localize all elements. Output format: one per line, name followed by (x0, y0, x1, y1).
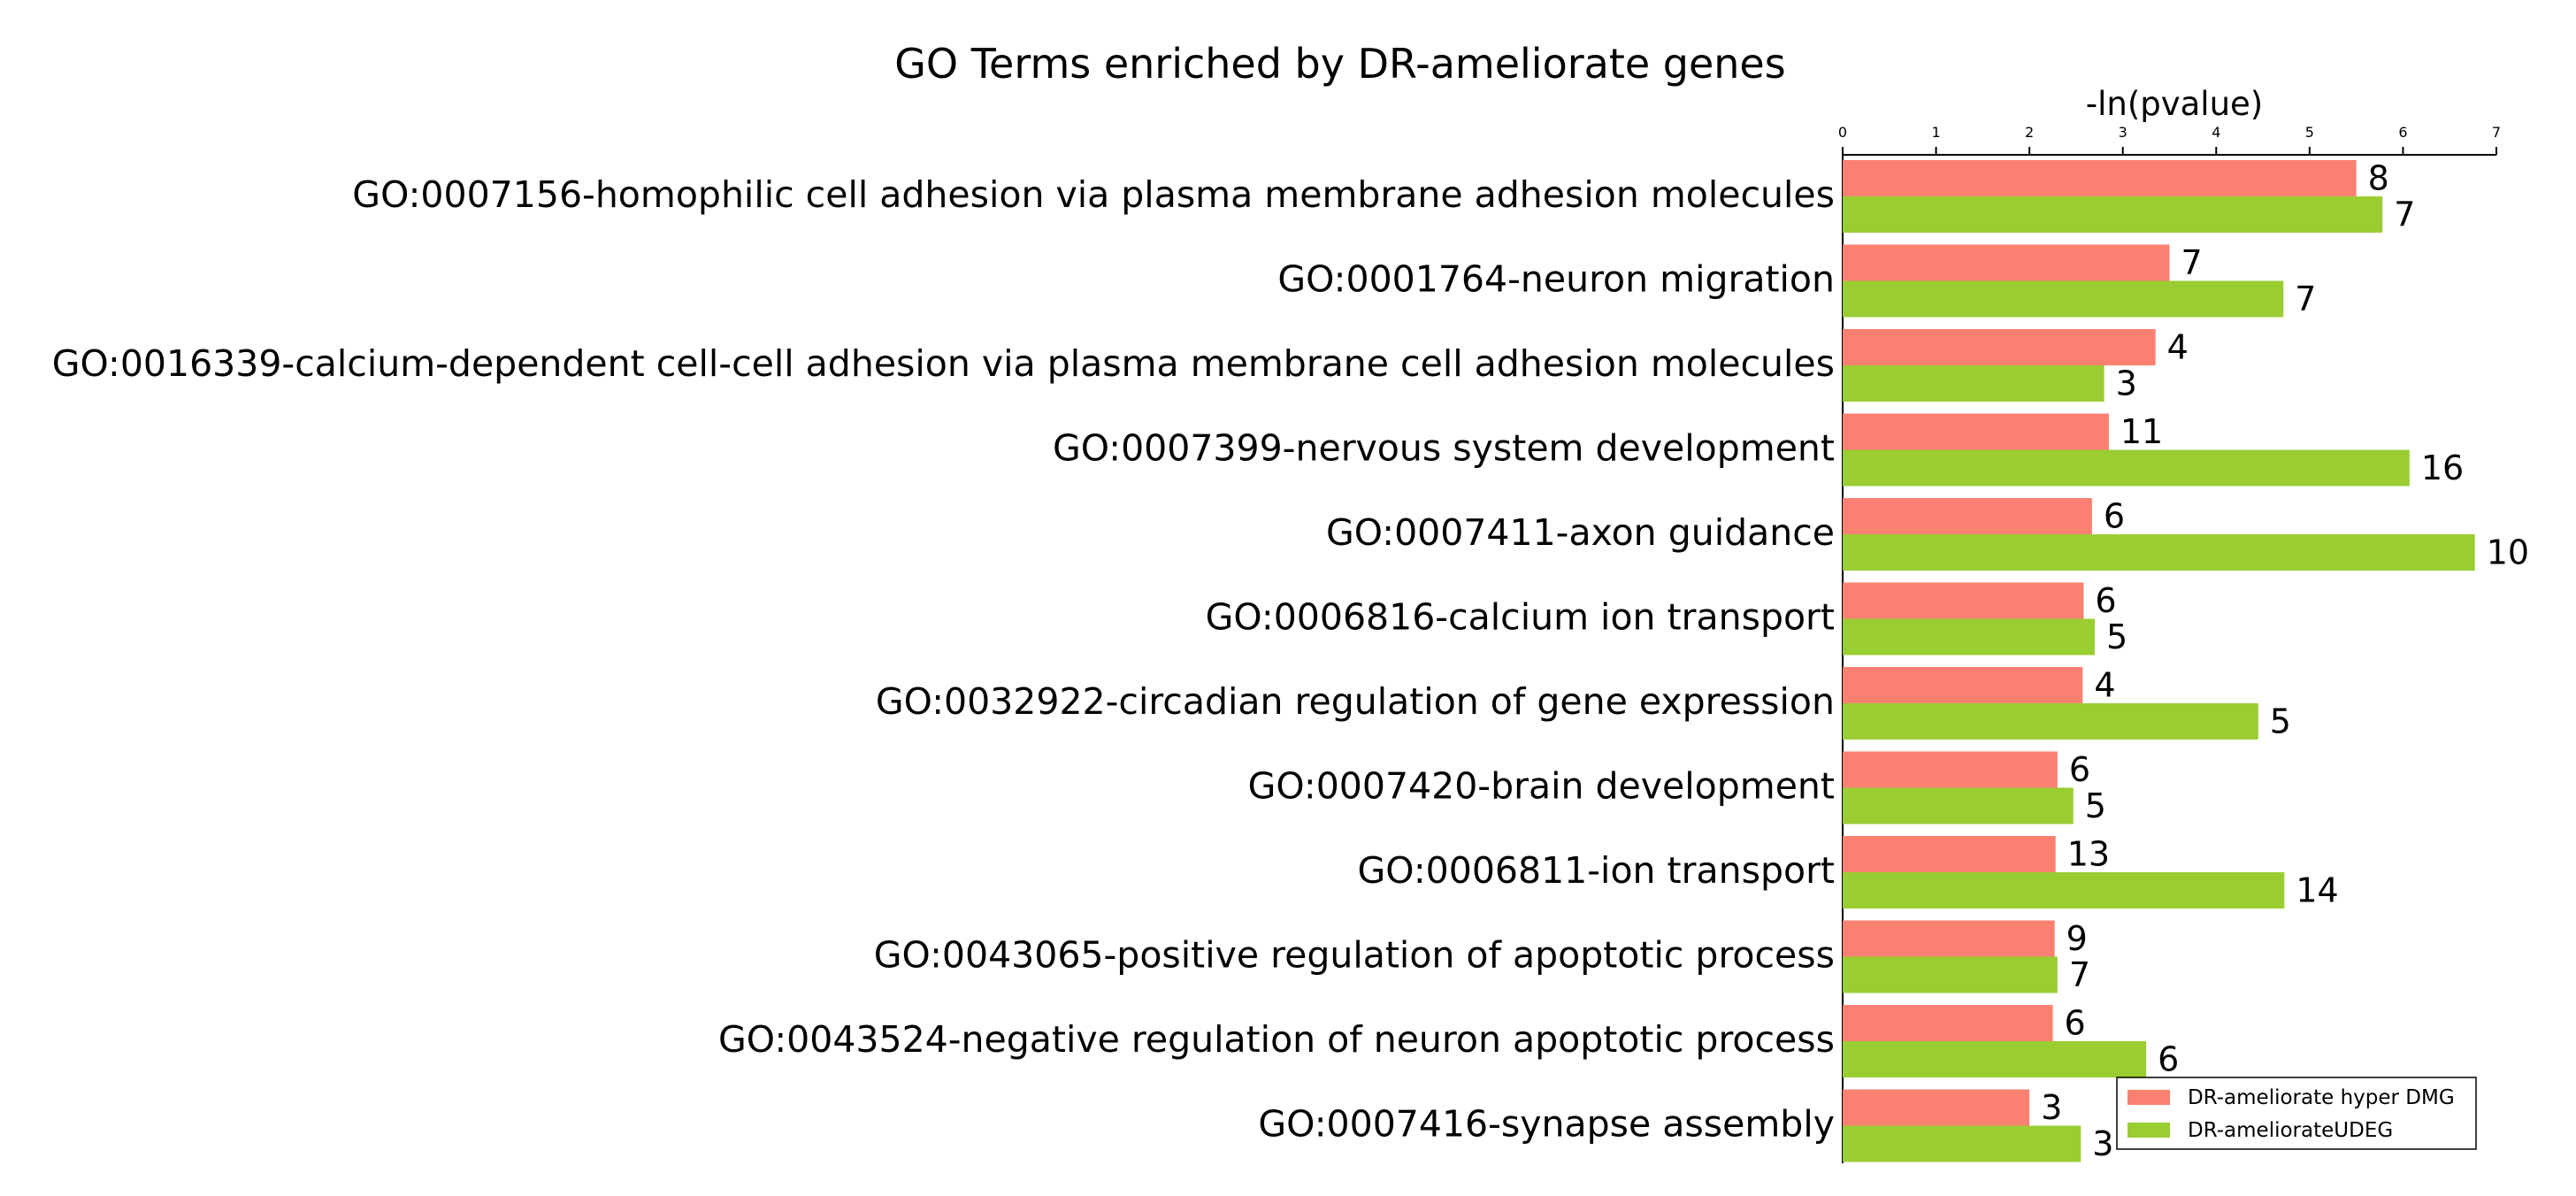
bar-s1-2 (1843, 365, 2104, 402)
x-tick-label-3: 3 (2119, 124, 2128, 141)
category-label-8: GO:0006811-ion transport (1358, 849, 1835, 892)
x-tick-label-6: 6 (2398, 124, 2407, 141)
data-label-s1-11: 3 (2092, 1124, 2113, 1163)
bar-s1-1 (1843, 280, 2284, 318)
data-label-s1-8: 14 (2296, 871, 2338, 910)
category-label-1: GO:0001764-neuron migration (1277, 258, 1835, 301)
category-label-9: GO:0043065-positive regulation of apopto… (874, 934, 1835, 977)
category-label-4: GO:0007411-axon guidance (1326, 511, 1835, 554)
bar-s1-3 (1843, 449, 2410, 487)
data-label-s0-3: 11 (2120, 412, 2163, 451)
category-label-11: GO:0007416-synapse assembly (1258, 1103, 1835, 1146)
x-tick-label-2: 2 (2025, 124, 2034, 141)
bar-s1-4 (1843, 534, 2475, 571)
data-label-s0-6: 4 (2094, 666, 2115, 705)
category-label-2: GO:0016339-calcium-dependent cell-cell a… (52, 342, 1835, 385)
category-label-0: GO:0007156-homophilic cell adhesion via … (352, 173, 1835, 216)
legend-label-0: DR-ameliorate hyper DMG (2188, 1086, 2455, 1109)
bar-s0-1 (1843, 244, 2170, 281)
legend-label-1: DR-ameliorateUDEG (2188, 1119, 2393, 1142)
data-label-s1-3: 16 (2421, 448, 2464, 487)
category-labels: GO:0007156-homophilic cell adhesion via … (52, 173, 1835, 1146)
bar-s1-6 (1843, 703, 2258, 740)
data-label-s1-6: 5 (2270, 702, 2291, 741)
data-label-s0-4: 6 (2104, 497, 2125, 536)
bar-s0-8 (1843, 836, 2056, 872)
data-label-s1-7: 5 (2085, 786, 2106, 825)
bar-s1-5 (1843, 618, 2096, 656)
bar-s0-4 (1843, 498, 2092, 534)
data-label-s0-7: 6 (2069, 750, 2090, 789)
x-tick-label-7: 7 (2492, 124, 2501, 141)
bar-s0-0 (1843, 160, 2357, 196)
bar-s0-2 (1843, 329, 2156, 365)
category-label-7: GO:0007420-brain development (1248, 765, 1835, 808)
legend-box (2116, 1077, 2477, 1150)
data-label-s0-5: 6 (2095, 581, 2116, 620)
data-label-s0-8: 13 (2067, 835, 2110, 874)
bar-s1-8 (1843, 872, 2285, 908)
bar-s0-10 (1843, 1005, 2053, 1041)
data-label-s1-1: 7 (2295, 280, 2316, 318)
bar-s0-11 (1843, 1089, 2030, 1126)
bar-s0-9 (1843, 920, 2055, 957)
data-label-s1-5: 5 (2106, 617, 2128, 656)
data-label-s1-0: 7 (2394, 196, 2415, 234)
x-tick-label-0: 0 (1838, 124, 1847, 141)
bar-s0-3 (1843, 413, 2109, 450)
data-label-s0-2: 4 (2167, 328, 2189, 367)
chart-title: GO Terms enriched by DR-ameliorate genes (894, 40, 1785, 88)
bar-s1-7 (1843, 787, 2074, 824)
bar-s1-0 (1843, 196, 2383, 233)
data-label-s0-11: 3 (2041, 1088, 2062, 1127)
legend-swatch-1 (2128, 1123, 2170, 1138)
bar-s1-10 (1843, 1041, 2147, 1077)
x-tick-label-1: 1 (1931, 124, 1940, 141)
data-label-s1-10: 6 (2158, 1040, 2179, 1079)
category-label-10: GO:0043524-negative regulation of neuron… (718, 1018, 1835, 1061)
data-label-s1-2: 3 (2116, 364, 2137, 403)
x-tick-label-5: 5 (2305, 124, 2314, 141)
bar-s0-5 (1843, 582, 2084, 619)
bar-s1-9 (1843, 956, 2058, 993)
bar-s1-11 (1843, 1125, 2082, 1162)
category-label-5: GO:0006816-calcium ion transport (1206, 596, 1835, 639)
legend-swatch-0 (2128, 1090, 2170, 1105)
x-tick-label-4: 4 (2212, 124, 2220, 141)
data-label-s0-0: 8 (2368, 159, 2389, 198)
category-label-6: GO:0032922-circadian regulation of gene … (876, 680, 1835, 723)
bar-s0-6 (1843, 667, 2083, 703)
data-label-s0-1: 7 (2181, 243, 2203, 282)
data-label-s1-4: 10 (2487, 533, 2529, 572)
bar-s0-7 (1843, 751, 2058, 788)
data-label-s0-10: 6 (2065, 1004, 2086, 1043)
category-label-3: GO:0007399-nervous system development (1053, 427, 1835, 470)
x-axis-label: -ln(pvalue) (2086, 85, 2264, 123)
data-label-s1-9: 7 (2069, 955, 2090, 994)
data-label-s0-9: 9 (2066, 919, 2088, 958)
legend: DR-ameliorate hyper DMG DR-ameliorateUDEG (2116, 1077, 2477, 1150)
